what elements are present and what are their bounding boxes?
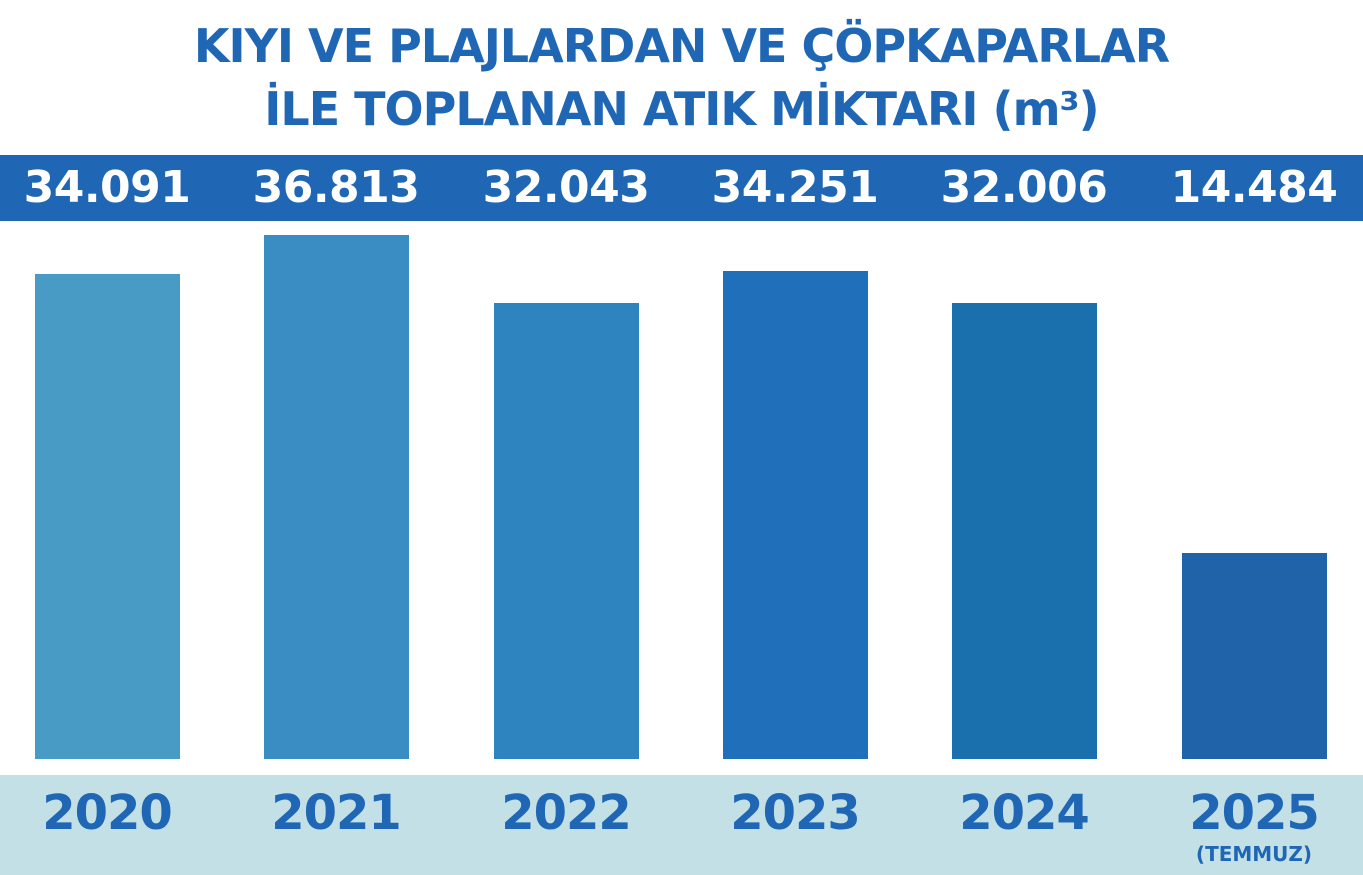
bar-2020 (34, 273, 180, 759)
value-label-2022: 32.043 (482, 162, 650, 213)
bar-2022 (493, 302, 639, 759)
year-label-2020: 2020 (42, 785, 173, 841)
chart-title-line-1: KIYI VE PLAJLARDAN VE ÇÖPKAPARLAR (193, 19, 1170, 73)
year-label-2025: 2025 (1189, 785, 1320, 841)
bar-2025 (1181, 552, 1327, 759)
year-note-2025: (TEMMUZ) (1195, 842, 1313, 866)
value-label-2020: 34.091 (23, 162, 191, 213)
value-label-2023: 34.251 (711, 162, 879, 213)
year-label-2023: 2023 (730, 785, 861, 841)
value-label-2025: 14.484 (1170, 162, 1338, 213)
value-label-2021: 36.813 (252, 162, 420, 213)
value-label-2024: 32.006 (940, 162, 1108, 213)
bar-2021 (263, 235, 409, 759)
bar-2024 (951, 303, 1097, 759)
year-label-2022: 2022 (501, 785, 632, 841)
year-label-2024: 2024 (959, 785, 1090, 841)
value-label-band: 34.091 36.813 32.043 34.251 32.006 14.484 (0, 155, 1363, 221)
chart-title-line-2: İLE TOPLANAN ATIK MİKTARI (m³) (264, 82, 1099, 136)
bar-2023 (722, 271, 868, 759)
year-label-2021: 2021 (271, 785, 402, 841)
year-label-band: 2020 2021 2022 2023 2024 2025 (TEMMUZ) (0, 775, 1363, 875)
